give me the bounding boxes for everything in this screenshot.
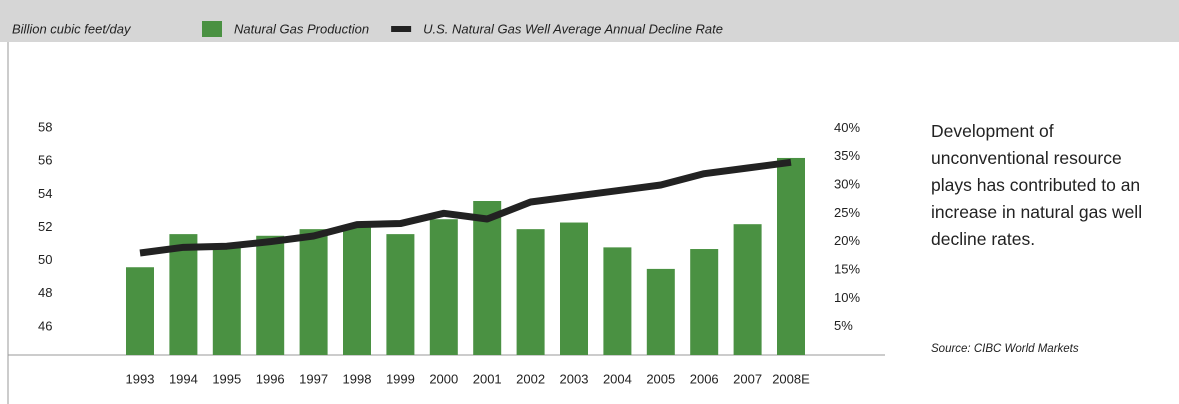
x-tick-label: 2004 [603,371,632,386]
x-tick-label: 1999 [386,371,415,386]
y-tick-label: 50 [38,252,52,267]
x-tick-label: 2007 [733,371,762,386]
header-band [0,0,1179,42]
bar [256,235,285,355]
bar [603,247,632,355]
y2-tick-label: 10% [834,290,860,305]
bar [386,234,415,355]
y2-tick-label: 25% [834,205,860,220]
y-tick-label: 48 [38,285,52,300]
bar [299,229,328,355]
bar [212,244,241,355]
legend-swatch [202,21,222,37]
y-tick-label: 58 [38,120,52,135]
bar [429,219,458,355]
x-tick-label: 2002 [516,371,545,386]
y2-tick-label: 30% [834,176,860,191]
legend-label: Natural Gas Production [234,21,369,36]
y2-tick-label: 35% [834,148,860,163]
bar [777,157,805,355]
y-tick-label: 56 [38,153,52,168]
x-tick-label: 1993 [126,371,155,386]
source: Source: CIBC World Markets [931,343,1079,355]
y2-tick-label: 5% [834,318,853,333]
bar [516,229,545,355]
bar [646,268,675,355]
y-tick-label: 52 [38,219,52,234]
x-tick-label: 2001 [473,371,502,386]
bar [169,234,198,355]
x-tick-label: 1998 [343,371,372,386]
bar [343,227,371,355]
x-tick-label: 1997 [299,371,328,386]
bar [473,201,502,355]
x-tick-label: 1995 [212,371,241,386]
y2-tick-label: 15% [834,261,860,276]
x-tick-label: 2008E [772,371,810,386]
x-tick-label: 2003 [560,371,589,386]
line [139,158,792,257]
x-tick-label: 2000 [429,371,458,386]
x-tick-label: 1996 [256,371,285,386]
x-tick-label: 2006 [690,371,719,386]
legend-swatch [391,26,412,32]
y2-tick-label: 40% [834,120,860,135]
legend-label: U.S. Natural Gas Well Average Annual Dec… [423,21,723,36]
x-tick-label: 1994 [169,371,198,386]
bar [126,267,154,355]
x-tick-label: 2005 [646,371,675,386]
y2-tick-label: 20% [834,233,860,248]
annotation: Development of unconventional resource p… [931,121,1143,249]
bar [690,249,719,355]
y-tick-label: 54 [38,186,52,201]
y-tick-label: 46 [38,318,52,333]
y-axis-label: Billion cubic feet/day [12,21,132,36]
bar [560,222,588,355]
bar [733,224,762,355]
